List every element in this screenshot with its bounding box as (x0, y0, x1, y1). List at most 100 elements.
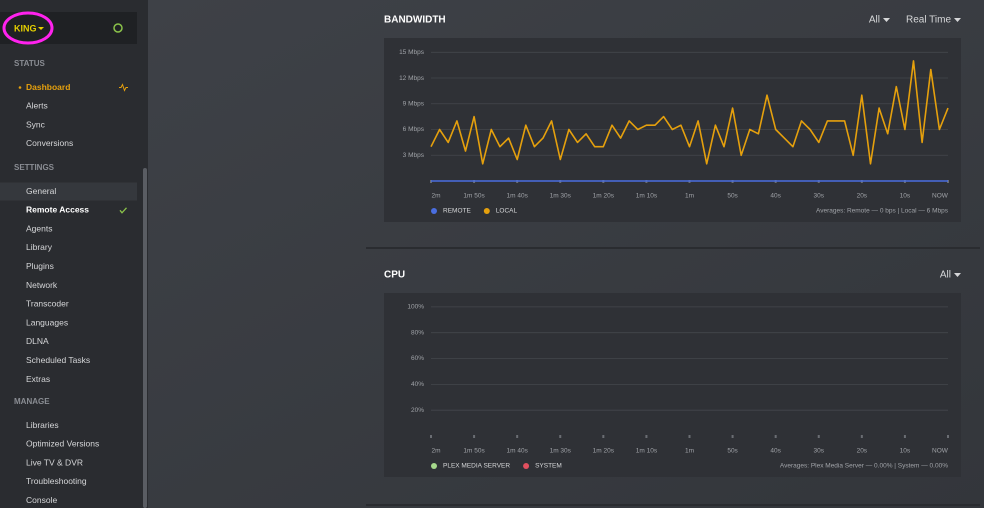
x-tick-label: 1m (685, 448, 694, 455)
x-tick-label: 1m 40s (507, 448, 529, 455)
series-line (430, 60, 949, 165)
x-tick-label: 1m 10s (636, 448, 658, 455)
nav-item[interactable]: Troubleshooting (26, 476, 87, 486)
nav-item[interactable]: Agents (26, 223, 52, 233)
nav-item[interactable]: Scheduled Tasks (26, 355, 90, 365)
x-tick-mark (645, 435, 648, 438)
section-title: MANAGE (14, 397, 50, 406)
nav-item[interactable]: DLNA (26, 336, 49, 346)
nav-item[interactable]: Console (26, 495, 57, 505)
section-title: SETTINGS (14, 163, 55, 172)
x-tick-label: 30s (814, 193, 825, 200)
y-tick-label: 40% (411, 381, 424, 388)
y-tick-label: 60% (411, 355, 424, 362)
filter-dropdown[interactable]: All (940, 270, 951, 281)
nav-item[interactable]: Remote Access (26, 205, 89, 215)
x-tick-mark (731, 435, 734, 438)
x-tick-label: 10s (900, 448, 911, 455)
x-tick-label: 50s (727, 193, 738, 200)
y-tick-label: 15 Mbps (399, 49, 425, 56)
nav-item[interactable]: Conversions (26, 138, 73, 148)
x-tick-label: 1m 10s (636, 193, 658, 200)
x-tick-label: 1m 50s (463, 448, 485, 455)
x-tick-label: NOW (932, 448, 949, 455)
x-tick-mark (860, 435, 863, 438)
x-tick-mark (774, 435, 777, 438)
nav-item[interactable]: Plugins (26, 261, 54, 271)
legend-swatch (431, 463, 437, 469)
nav-highlight (0, 182, 137, 201)
legend-label: PLEX MEDIA SERVER (443, 463, 510, 470)
legend-swatch (483, 208, 490, 214)
sidebar (0, 0, 148, 508)
nav-item[interactable]: Library (26, 242, 53, 252)
x-tick-label: 1m (685, 193, 694, 200)
x-tick-label: 1m 40s (507, 193, 529, 200)
x-tick-mark (430, 435, 432, 438)
x-tick-mark (688, 435, 691, 438)
x-tick-label: 40s (770, 193, 781, 200)
x-tick-label: 1m 20s (593, 193, 615, 200)
legend-label: SYSTEM (535, 463, 562, 470)
x-tick-label: 2m (431, 448, 440, 455)
nav-item[interactable]: Dashboard (26, 82, 70, 92)
x-tick-label: 30s (814, 448, 825, 455)
x-tick-label: NOW (932, 193, 949, 200)
chart-panel (384, 293, 961, 477)
server-name[interactable]: KING (14, 23, 37, 33)
x-tick-mark (602, 435, 605, 438)
y-tick-label: 80% (411, 329, 424, 336)
x-tick-mark (516, 435, 519, 438)
panel-title: BANDWIDTH (384, 15, 446, 26)
nav-item[interactable]: General (26, 186, 56, 196)
x-tick-mark (559, 435, 562, 438)
highlight-circle (2, 11, 54, 45)
x-tick-label: 1m 30s (550, 193, 572, 200)
x-tick-mark (903, 435, 906, 438)
legend-swatch (431, 208, 437, 214)
nav-item[interactable]: Transcoder (26, 299, 69, 309)
nav-item[interactable]: Languages (26, 317, 68, 327)
x-tick-label: 1m 50s (463, 193, 485, 200)
dropdown-caret (954, 273, 961, 277)
x-tick-mark (817, 435, 820, 438)
scrollbar (143, 168, 147, 508)
nav-item[interactable]: Network (26, 280, 58, 290)
x-tick-label: 20s (857, 448, 868, 455)
x-tick-label: 50s (727, 448, 738, 455)
x-tick-mark (947, 435, 949, 438)
activity-icon (119, 83, 128, 92)
active-dot (18, 86, 22, 89)
legend-label: LOCAL (496, 208, 518, 215)
status-icon (113, 23, 123, 33)
legend-swatch (523, 463, 530, 469)
x-tick-label: 20s (857, 193, 868, 200)
nav-item[interactable]: Extras (26, 374, 50, 384)
y-tick-label: 12 Mbps (399, 75, 425, 82)
x-tick-label: 1m 20s (593, 448, 615, 455)
caret (38, 27, 44, 30)
nav-item[interactable]: Sync (26, 119, 46, 129)
panel-title: CPU (384, 270, 405, 281)
section-title: STATUS (14, 59, 45, 68)
check-icon (119, 207, 127, 214)
y-tick-label: 20% (411, 407, 424, 414)
nav-item[interactable]: Live TV & DVR (26, 457, 83, 467)
dropdown-caret (882, 18, 890, 22)
x-tick-label: 2m (431, 193, 440, 200)
filter-dropdown[interactable]: Real Time (906, 15, 951, 26)
dropdown-caret (954, 18, 961, 22)
filter-dropdown[interactable]: All (869, 15, 880, 26)
nav-item[interactable]: Libraries (26, 420, 59, 430)
chart-annotation: Averages: Plex Media Server — 0.00% | Sy… (780, 463, 948, 470)
x-tick-mark (473, 435, 476, 438)
nav-item[interactable]: Alerts (26, 101, 48, 111)
x-tick-label: 40s (770, 448, 781, 455)
x-tick-label: 1m 30s (550, 448, 572, 455)
x-tick-label: 10s (900, 193, 911, 200)
nav-item[interactable]: Optimized Versions (26, 439, 99, 449)
chart-annotation: Averages: Remote — 0 bps | Local — 6 Mbp… (816, 208, 949, 215)
legend-label: REMOTE (443, 208, 471, 215)
